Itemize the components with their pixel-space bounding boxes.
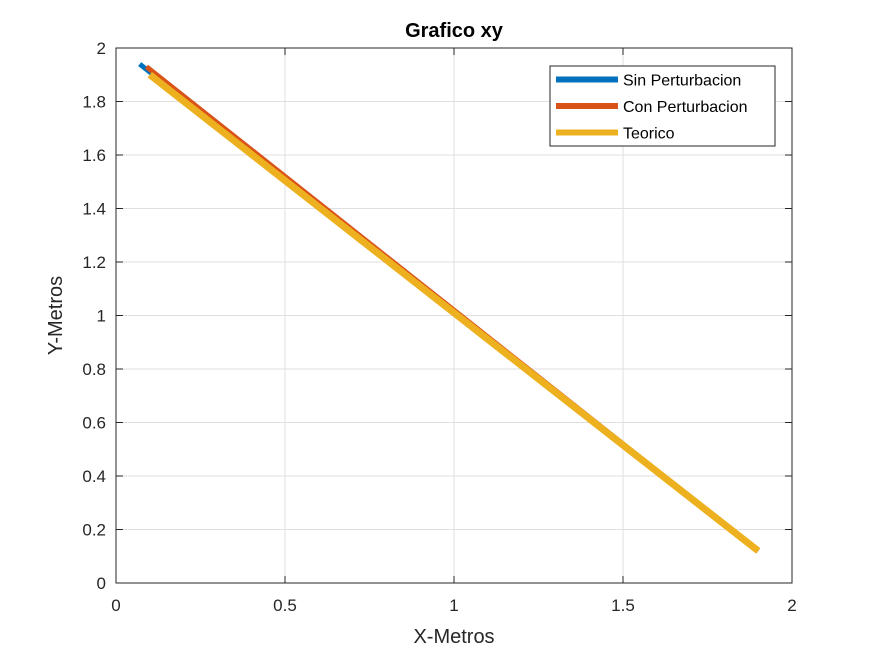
- x-tick-label: 0: [111, 596, 120, 615]
- series-lines: [138, 62, 761, 554]
- ticks: 0 0.5 1 1.5 2 0 0.2 0.4 0.6 0.8 1 1.2 1.4 1.6 1.8 2: [82, 39, 796, 615]
- x-tick-label: 1.5: [611, 596, 635, 615]
- chart-title: Grafico xy: [405, 20, 504, 42]
- y-tick-label: 0.8: [82, 360, 106, 379]
- x-axis-label: X-Metros: [413, 626, 494, 648]
- x-tick-label: 0.5: [273, 596, 297, 615]
- y-tick-label: 0.4: [82, 467, 106, 486]
- legend-label: Teorico: [623, 126, 675, 143]
- x-tick-label: 2: [787, 596, 796, 615]
- y-tick-label: 0.6: [82, 414, 106, 433]
- x-tick-label: 1: [449, 596, 458, 615]
- y-tick-label: 1: [97, 307, 106, 326]
- series-line-3: [147, 71, 761, 554]
- y-tick-label: 1.4: [82, 200, 106, 219]
- y-axis-label: Y-Metros: [45, 276, 67, 355]
- y-tick-label: 1.2: [82, 253, 106, 272]
- legend-label: Con Perturbacion: [623, 99, 748, 116]
- y-tick-label: 0: [97, 574, 106, 593]
- legend: Sin Perturbacion Con Perturbacion Teorico: [549, 65, 776, 147]
- y-tick-label: 1.6: [82, 146, 106, 165]
- y-tick-label: 2: [97, 39, 106, 58]
- legend-label: Sin Perturbacion: [623, 73, 741, 90]
- y-tick-label: 0.2: [82, 521, 106, 540]
- y-tick-label: 1.8: [82, 93, 106, 112]
